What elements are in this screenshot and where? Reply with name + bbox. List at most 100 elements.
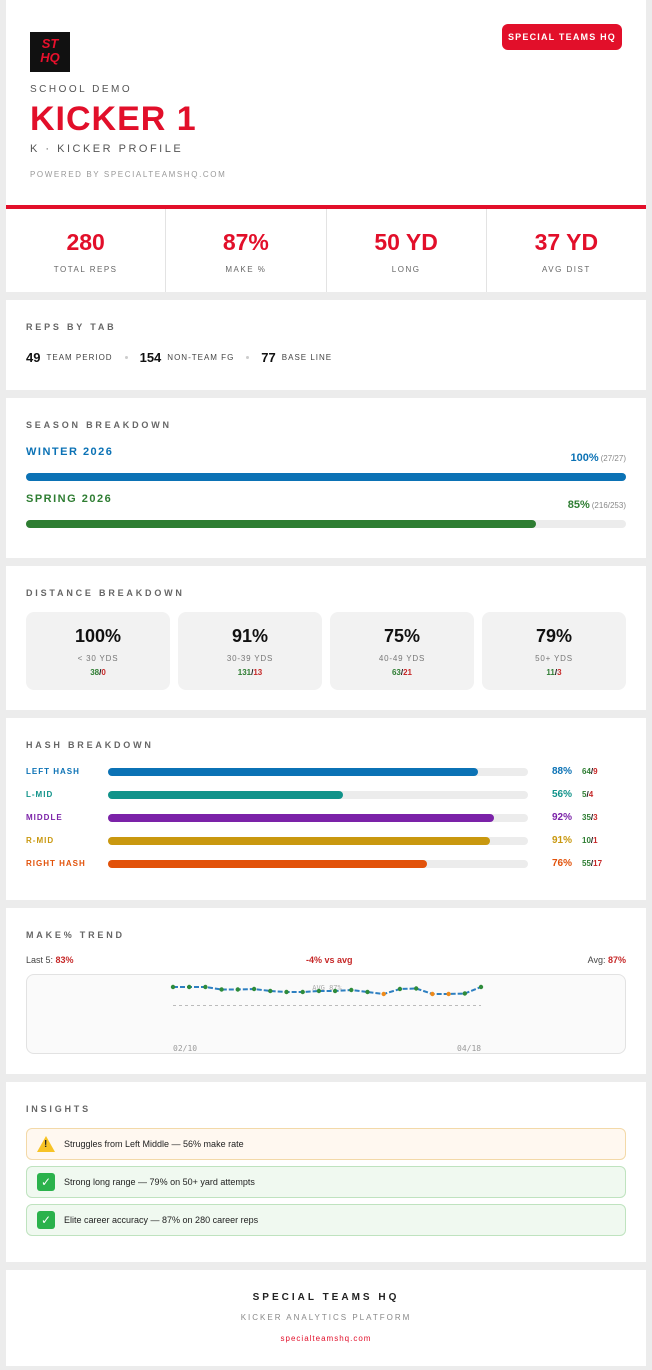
missed-count: 3 bbox=[557, 668, 562, 677]
section-title: MAKE% TREND bbox=[26, 930, 125, 940]
hash-name: RIGHT HASH bbox=[26, 859, 86, 868]
rep-count-team-period: 49 bbox=[26, 350, 41, 365]
hash-row-l-mid: L-MID 56% 5/4 bbox=[26, 789, 626, 801]
season-pct-spring: 85% (216/253) bbox=[568, 499, 626, 511]
distance-box-30-39: 91% 30-39 YDS 131/13 bbox=[178, 612, 322, 690]
made-count: 10 bbox=[582, 836, 591, 845]
stat-value: 87% bbox=[222, 229, 269, 255]
distance-pct: 79% bbox=[535, 626, 573, 646]
stat-label: MAKE % bbox=[225, 265, 267, 274]
trend-point[interactable] bbox=[332, 988, 338, 994]
trend-point[interactable] bbox=[381, 991, 386, 997]
missed-count: 9 bbox=[593, 767, 598, 776]
rep-label-team-period: TEAM PERIOD bbox=[46, 353, 113, 362]
made-count: 5 bbox=[582, 790, 587, 799]
hash-counts: 5/4 bbox=[582, 790, 594, 799]
hash-name: R-MID bbox=[26, 836, 55, 845]
section-title: HASH BREAKDOWN bbox=[26, 740, 154, 750]
section-title: SEASON BREAKDOWN bbox=[26, 420, 172, 430]
hash-bar-fill bbox=[108, 768, 478, 776]
hash-name: LEFT HASH bbox=[26, 767, 80, 776]
trend-point[interactable] bbox=[251, 986, 257, 992]
hash-breakdown-section: HASH BREAKDOWN LEFT HASH 88% 64/9 L-MID 56% 5… bbox=[6, 718, 646, 900]
distance-pct: 75% bbox=[383, 626, 421, 646]
trend-point[interactable] bbox=[430, 991, 435, 997]
distance-range: < 30 YDS bbox=[77, 654, 119, 663]
hash-row-right-hash: RIGHT HASH 76% 55/17 bbox=[26, 858, 626, 870]
avg-label: Avg: bbox=[587, 955, 606, 965]
hash-counts: 55/17 bbox=[582, 859, 603, 868]
distance-range: 30-39 YDS bbox=[226, 654, 274, 663]
section-title: REPS BY TAB bbox=[26, 322, 117, 332]
section-title: DISTANCE BREAKDOWN bbox=[26, 588, 185, 598]
insight-text: Struggles from Left Middle — 56% make ra… bbox=[64, 1139, 244, 1149]
avg-summary: Avg: 87% bbox=[588, 955, 626, 965]
made-count: 63 bbox=[391, 668, 401, 677]
trend-line bbox=[173, 986, 482, 996]
x-axis-label-start: 02/10 bbox=[173, 1044, 198, 1053]
insight-positive: ✓ Elite career accuracy — 87% on 280 car… bbox=[26, 1204, 626, 1236]
footer-link[interactable]: specialteamshq.com bbox=[280, 1334, 372, 1343]
missed-count: 3 bbox=[593, 813, 598, 822]
powered-by: POWERED BY SPECIALTEAMSHQ.COM bbox=[30, 170, 227, 179]
distance-box-under-30: 100% < 30 YDS 38/0 bbox=[26, 612, 170, 690]
made-count: 11 bbox=[546, 668, 555, 677]
trend-point[interactable] bbox=[397, 986, 403, 992]
missed-count: 4 bbox=[588, 790, 594, 799]
trend-point[interactable] bbox=[219, 987, 224, 992]
vs-avg-delta: -4% vs avg bbox=[306, 955, 353, 965]
trend-point[interactable] bbox=[284, 989, 289, 995]
special-teams-hq-button[interactable]: SPECIAL TEAMS HQ bbox=[502, 24, 622, 50]
distance-breakdown-section: DISTANCE BREAKDOWN 100% < 30 YDS 38/0 91… bbox=[6, 566, 646, 710]
trend-point[interactable] bbox=[203, 984, 208, 990]
trend-point[interactable] bbox=[170, 984, 176, 990]
missed-count: 13 bbox=[253, 668, 263, 677]
distance-counts: 63/21 bbox=[391, 668, 413, 677]
logo-text-bottom: HQ bbox=[40, 50, 60, 65]
made-count: 131 bbox=[237, 668, 252, 677]
insight-positive: ✓ Strong long range — 79% on 50+ yard at… bbox=[26, 1166, 626, 1198]
trend-point[interactable] bbox=[316, 988, 322, 994]
trend-point[interactable] bbox=[365, 989, 370, 995]
trend-point[interactable] bbox=[478, 984, 484, 990]
distance-box-50-plus: 79% 50+ YDS 11/3 bbox=[482, 612, 626, 690]
trend-point[interactable] bbox=[300, 989, 305, 995]
distance-range: 40-49 YDS bbox=[378, 654, 426, 663]
made-count: 35 bbox=[582, 813, 591, 822]
season-pct-detail: (27/27) bbox=[600, 454, 626, 463]
stat-make-pct: 87% MAKE % bbox=[166, 209, 327, 292]
hash-row-middle: MIDDLE 92% 35/3 bbox=[26, 812, 626, 824]
season-bar-spring bbox=[26, 520, 626, 528]
hash-name: L-MID bbox=[26, 790, 54, 799]
season-bar-fill bbox=[26, 520, 536, 528]
hash-pct: 56% bbox=[551, 789, 572, 800]
missed-count: 21 bbox=[403, 668, 413, 677]
distance-range: 50+ YDS bbox=[535, 654, 573, 663]
distance-counts: 131/13 bbox=[237, 668, 263, 677]
trend-chart: AVG 87% 02/10 04/18 bbox=[26, 974, 626, 1054]
missed-count: 1 bbox=[593, 836, 598, 845]
hash-bar bbox=[108, 837, 528, 845]
missed-count: 17 bbox=[593, 859, 603, 868]
make-trend-section: MAKE% TREND Last 5: 83% -4% vs avg Avg: … bbox=[6, 908, 646, 1074]
footer-tagline: KICKER ANALYTICS PLATFORM bbox=[240, 1313, 412, 1322]
trend-point[interactable] bbox=[187, 984, 192, 990]
hash-bar-fill bbox=[108, 814, 495, 822]
footer-brand: SPECIAL TEAMS HQ bbox=[252, 1292, 400, 1303]
trend-point[interactable] bbox=[268, 988, 273, 994]
trend-point[interactable] bbox=[446, 991, 451, 997]
stat-value: 280 bbox=[66, 229, 105, 255]
x-axis-label-end: 04/18 bbox=[457, 1044, 482, 1053]
trend-point[interactable] bbox=[462, 991, 467, 996]
hash-pct: 88% bbox=[551, 766, 572, 777]
distance-pct: 100% bbox=[74, 626, 122, 646]
trend-point[interactable] bbox=[414, 986, 419, 991]
reps-list: 49 TEAM PERIOD 154 NON-TEAM FG 77 BASE L… bbox=[26, 350, 332, 365]
trend-point[interactable] bbox=[349, 987, 354, 993]
position-label: K · KICKER PROFILE bbox=[30, 143, 184, 155]
hash-bar-fill bbox=[108, 837, 491, 845]
season-pct-value: 100% bbox=[570, 452, 599, 464]
trend-point[interactable] bbox=[235, 987, 240, 992]
hash-name: MIDDLE bbox=[26, 813, 63, 822]
header-divider bbox=[6, 205, 646, 209]
